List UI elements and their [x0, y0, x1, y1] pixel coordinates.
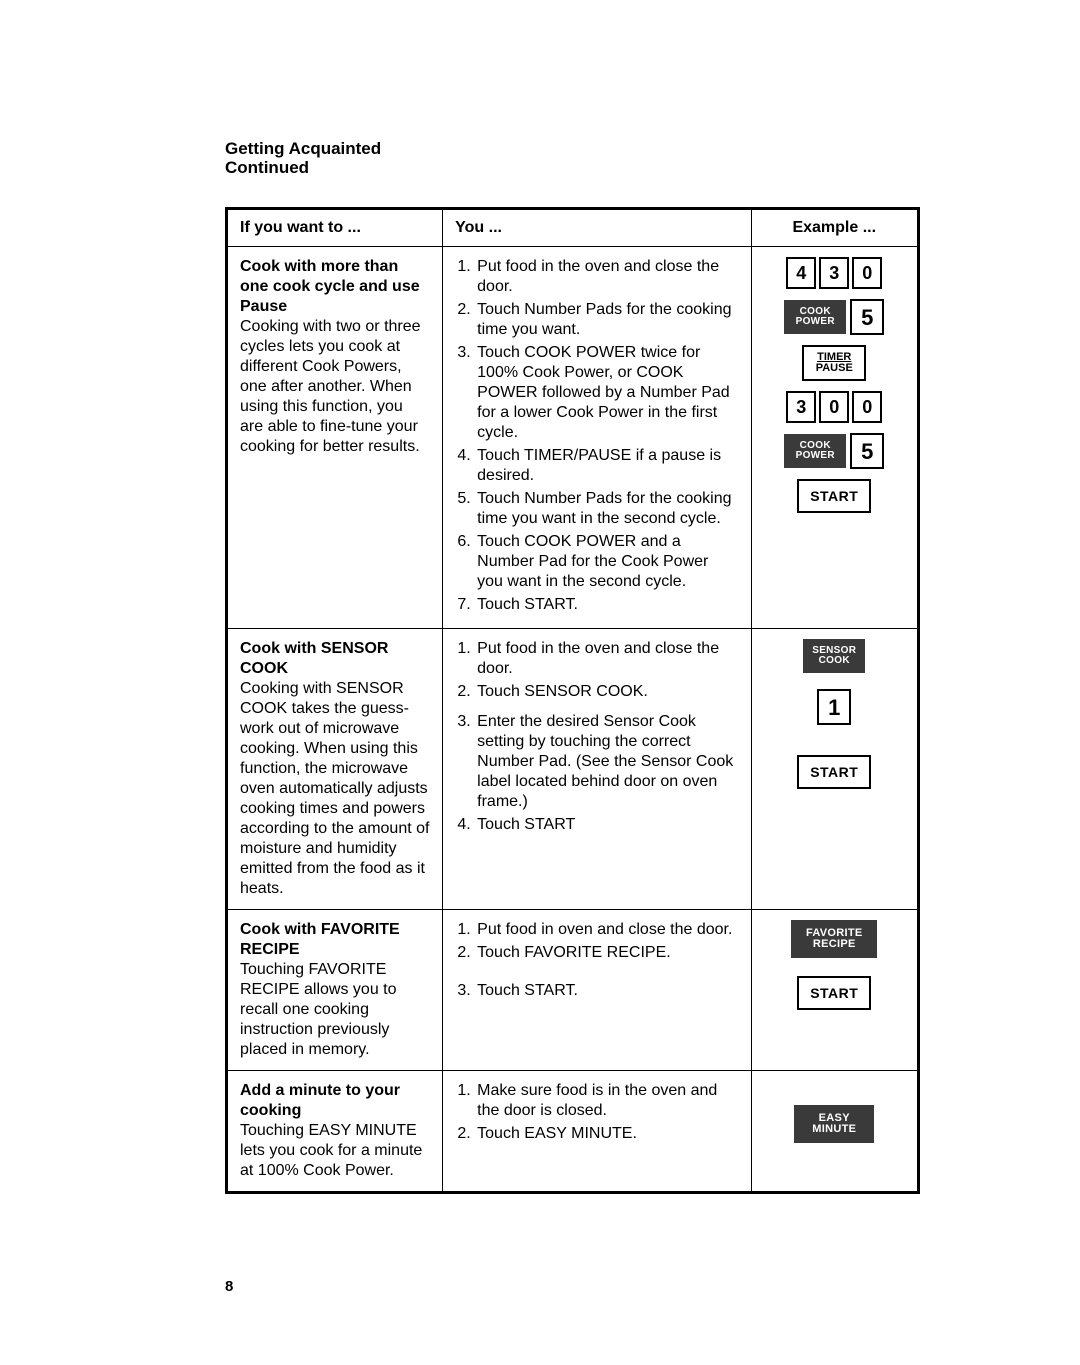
number-pad: 1: [817, 689, 851, 725]
number-pad: 3: [819, 257, 849, 289]
num-sequence: 3 0 0: [786, 391, 882, 423]
number-pad: 3: [786, 391, 816, 423]
if-body: Touching FAVORITE RECIPE allows you to r…: [240, 961, 397, 1058]
step: Touch Number Pads for the cooking time y…: [475, 300, 738, 340]
number-pad: 5: [850, 299, 884, 335]
example-cell: FAVORITE RECIPE START: [751, 910, 919, 1071]
step: Put food in the oven and close the door.: [475, 639, 738, 679]
start-button: START: [797, 976, 871, 1010]
you-cell: Put food in oven and close the door. Tou…: [443, 910, 751, 1071]
if-cell: Cook with more than one cook cycle and u…: [227, 247, 443, 629]
if-body: Cooking with two or three cycles lets yo…: [240, 318, 421, 455]
easy-minute-button: EASY MINUTE: [794, 1105, 874, 1143]
if-body: Touching EASY MINUTE lets you cook for a…: [240, 1122, 422, 1179]
you-cell: Put food in the oven and close the door.…: [443, 247, 751, 629]
step: Touch SENSOR COOK.: [475, 682, 738, 702]
table-row: Cook with FAVORITE RECIPE Touching FAVOR…: [227, 910, 919, 1071]
sensor-cook-button: SENSOR COOK: [803, 639, 865, 673]
table-row: Cook with SENSOR COOK Cooking with SENSO…: [227, 629, 919, 910]
steps-list: Make sure food is in the oven and the do…: [455, 1081, 738, 1144]
if-title: Cook with FAVORITE RECIPE: [240, 921, 400, 958]
you-cell: Make sure food is in the oven and the do…: [443, 1071, 751, 1193]
page-number: 8: [225, 1278, 233, 1295]
step: Touch EASY MINUTE.: [475, 1124, 738, 1144]
table-row: Cook with more than one cook cycle and u…: [227, 247, 919, 629]
instruction-table: If you want to ... You ... Example ... C…: [225, 207, 920, 1194]
if-cell: Add a minute to your cooking Touching EA…: [227, 1071, 443, 1193]
step: Touch START.: [475, 981, 738, 1001]
example-cell: 4 3 0 COOK POWER 5 TIMER PAUSE: [751, 247, 919, 629]
heading-line2: Continued: [225, 159, 920, 178]
cook-power-button: COOK POWER: [784, 434, 846, 468]
step: Make sure food is in the oven and the do…: [475, 1081, 738, 1121]
step: Touch TIMER/PAUSE if a pause is desired.: [475, 446, 738, 486]
favorite-recipe-button: FAVORITE RECIPE: [791, 920, 877, 958]
if-title: Cook with more than one cook cycle and u…: [240, 258, 420, 315]
step: Enter the desired Sensor Cook setting by…: [475, 712, 738, 812]
steps-list: Put food in oven and close the door. Tou…: [455, 920, 738, 1001]
step: Put food in the oven and close the door.: [475, 257, 738, 297]
heading-line1: Getting Acquainted: [225, 140, 920, 159]
step: Touch Number Pads for the cooking time y…: [475, 489, 738, 529]
col-header-you: You ...: [443, 209, 751, 247]
step: Touch START: [475, 815, 738, 835]
number-pad: 0: [852, 257, 882, 289]
steps-list: Put food in the oven and close the door.…: [455, 639, 738, 835]
if-title: Add a minute to your cooking: [240, 1082, 400, 1119]
number-pad: 4: [786, 257, 816, 289]
if-cell: Cook with SENSOR COOK Cooking with SENSO…: [227, 629, 443, 910]
start-button: START: [797, 479, 871, 513]
num-sequence: 4 3 0: [786, 257, 882, 289]
col-header-example: Example ...: [751, 209, 919, 247]
start-button: START: [797, 755, 871, 789]
timer-pause-button: TIMER PAUSE: [802, 345, 866, 381]
example-cell: EASY MINUTE: [751, 1071, 919, 1193]
step: Put food in oven and close the door.: [475, 920, 738, 940]
number-pad: 5: [850, 433, 884, 469]
section-heading: Getting Acquainted Continued: [225, 140, 920, 177]
if-title: Cook with SENSOR COOK: [240, 640, 388, 677]
if-cell: Cook with FAVORITE RECIPE Touching FAVOR…: [227, 910, 443, 1071]
number-pad: 0: [819, 391, 849, 423]
cook-power-button: COOK POWER: [784, 300, 846, 334]
step: Touch START.: [475, 595, 738, 615]
steps-list: Put food in the oven and close the door.…: [455, 257, 738, 615]
you-cell: Put food in the oven and close the door.…: [443, 629, 751, 910]
step: Touch COOK POWER and a Number Pad for th…: [475, 532, 738, 592]
table-row: Add a minute to your cooking Touching EA…: [227, 1071, 919, 1193]
example-cell: SENSOR COOK 1 START: [751, 629, 919, 910]
step: Touch FAVORITE RECIPE.: [475, 943, 738, 963]
col-header-if: If you want to ...: [227, 209, 443, 247]
step: Touch COOK POWER twice for 100% Cook Pow…: [475, 343, 738, 443]
number-pad: 0: [852, 391, 882, 423]
if-body: Cooking with SENSOR COOK takes the guess…: [240, 680, 429, 897]
